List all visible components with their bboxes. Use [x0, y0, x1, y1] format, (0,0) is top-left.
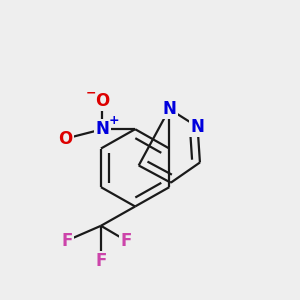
Text: O: O [95, 92, 110, 110]
Text: F: F [95, 253, 106, 271]
Text: F: F [121, 232, 132, 250]
Text: O: O [58, 130, 72, 148]
Text: N: N [95, 120, 110, 138]
Text: +: + [108, 114, 119, 128]
Text: F: F [61, 232, 73, 250]
Text: −: − [86, 86, 96, 99]
Text: N: N [162, 100, 176, 118]
Text: N: N [190, 118, 205, 136]
